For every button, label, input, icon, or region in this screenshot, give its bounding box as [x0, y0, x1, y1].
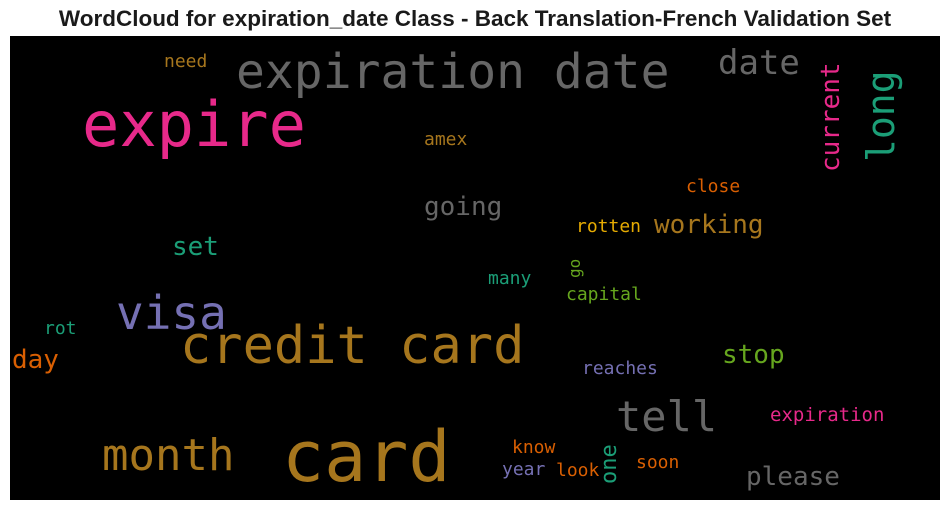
word-rot: rot	[44, 318, 77, 339]
word-year: year	[502, 459, 546, 480]
word-month: month	[102, 430, 235, 481]
word-going: going	[424, 192, 503, 222]
word-please: please	[746, 462, 840, 492]
word-current: current	[816, 62, 846, 172]
word-soon: soon	[636, 452, 680, 473]
word-visa: visa	[116, 286, 227, 340]
word-capital: capital	[566, 284, 642, 305]
chart-title: WordCloud for expiration_date Class - Ba…	[58, 6, 892, 31]
word-expiration-date: expiration date	[236, 44, 670, 100]
word-one: one	[597, 444, 622, 484]
word-day: day	[12, 345, 59, 375]
word-stop: stop	[722, 340, 785, 370]
word-rotten: rotten	[576, 216, 642, 237]
word-card: card	[282, 416, 451, 498]
word-tell: tell	[616, 392, 718, 441]
word-expire: expire	[82, 88, 306, 161]
word-know: know	[512, 437, 556, 458]
word-close: close	[686, 176, 741, 197]
wordcloud-canvas: expiration date expire credit card card visa…	[10, 36, 940, 500]
word-reaches: reaches	[582, 358, 658, 379]
word-set: set	[172, 232, 219, 262]
word-look: look	[556, 460, 600, 481]
word-working: working	[654, 210, 764, 240]
word-amex: amex	[424, 129, 468, 150]
word-expiration: expiration	[770, 404, 885, 426]
word-credit-card: credit card	[180, 316, 525, 376]
word-long: long	[859, 70, 903, 162]
word-many: many	[488, 268, 532, 289]
word-need: need	[164, 51, 208, 72]
word-go: go	[565, 258, 584, 278]
word-date: date	[718, 43, 800, 83]
